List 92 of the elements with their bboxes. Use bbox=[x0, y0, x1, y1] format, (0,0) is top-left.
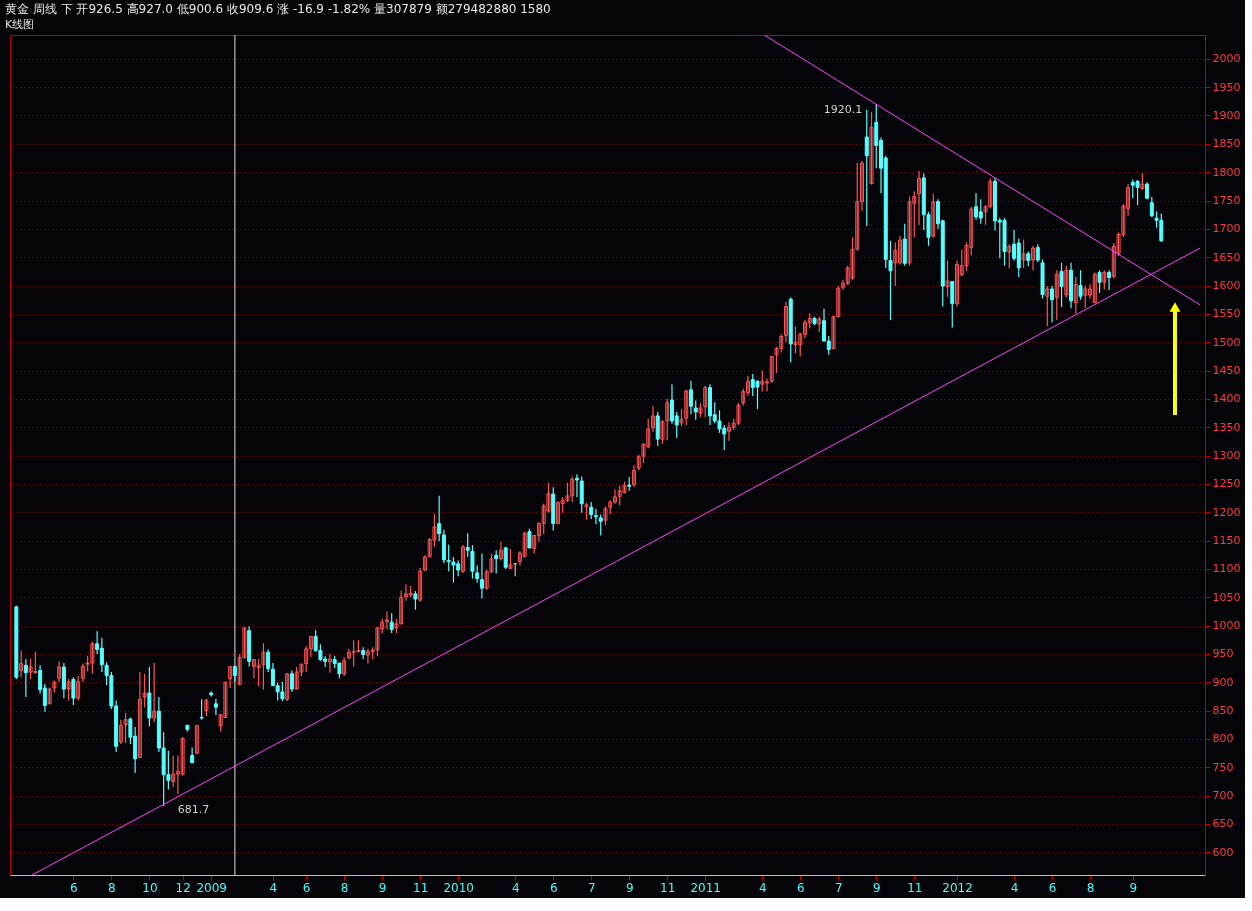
y-tick-label: 1650 bbox=[1212, 250, 1241, 264]
candlestick bbox=[945, 259, 950, 298]
annotation: 681.7 bbox=[177, 803, 210, 817]
y-tick-label: 950 bbox=[1212, 647, 1234, 661]
candlestick bbox=[470, 544, 475, 580]
x-tick-label: 4 bbox=[758, 880, 767, 895]
y-tick-label: 650 bbox=[1212, 817, 1234, 831]
x-tick-label: 2012 bbox=[942, 880, 973, 895]
candlestick bbox=[869, 111, 874, 186]
candlestick bbox=[1135, 179, 1140, 206]
candlestick bbox=[508, 548, 513, 569]
y-tick-label: 1550 bbox=[1212, 307, 1241, 321]
y-tick-label: 1300 bbox=[1212, 449, 1241, 463]
x-tick-label: 6 bbox=[70, 880, 78, 895]
x-tick-label: 2011 bbox=[690, 880, 722, 895]
x-tick-label: 6 bbox=[302, 880, 311, 895]
candlestick bbox=[527, 528, 532, 549]
y-tick-label: 1050 bbox=[1212, 590, 1241, 604]
x-tick-label: 4 bbox=[511, 880, 520, 895]
candlestick bbox=[603, 505, 608, 526]
y-tick-label: 1000 bbox=[1212, 619, 1241, 633]
chart-title: 黄金 周线 下 开926.5 高927.0 低900.6 收909.6 涨 -16.9 -1.82% 量307879 额279482880 1580 bbox=[5, 1, 551, 16]
x-tick-label: 6 bbox=[1048, 880, 1057, 895]
y-tick-label: 1600 bbox=[1212, 279, 1241, 293]
x-tick-label: 6 bbox=[549, 880, 558, 895]
x-tick-label: 4 bbox=[1010, 880, 1019, 895]
candlestick bbox=[1040, 258, 1045, 300]
annotation: 1920.1 bbox=[823, 103, 863, 117]
x-tick-label: 9 bbox=[1129, 880, 1138, 895]
x-tick-label: 9 bbox=[872, 880, 881, 895]
candlestick bbox=[1002, 217, 1007, 267]
y-tick-label: 750 bbox=[1212, 760, 1234, 774]
x-tick-label: 6 bbox=[796, 880, 805, 895]
candlestick bbox=[693, 399, 698, 421]
y-tick-label: 1750 bbox=[1212, 194, 1241, 208]
y-tick-label: 1800 bbox=[1212, 165, 1241, 179]
y-tick-label: 1900 bbox=[1212, 108, 1241, 122]
x-tick-label: 12 bbox=[175, 880, 191, 895]
y-tick-label: 1700 bbox=[1212, 222, 1241, 236]
candlestick bbox=[413, 590, 418, 611]
candlestick bbox=[1097, 269, 1102, 294]
x-tick-label: 10 bbox=[142, 880, 158, 895]
candlestick bbox=[793, 325, 798, 355]
candlestick bbox=[123, 712, 128, 744]
candlestick bbox=[1021, 239, 1026, 269]
y-tick-label: 1100 bbox=[1212, 562, 1241, 576]
y-tick-label: 1850 bbox=[1212, 137, 1241, 151]
x-tick-label: 8 bbox=[340, 880, 349, 895]
y-tick-label: 700 bbox=[1212, 789, 1234, 803]
x-tick-label: 8 bbox=[108, 880, 116, 895]
candlestick bbox=[565, 482, 570, 503]
candlestick bbox=[280, 681, 285, 702]
x-tick-label: 8 bbox=[1086, 880, 1095, 895]
y-tick-label: 800 bbox=[1212, 732, 1234, 746]
candlestick bbox=[199, 698, 204, 721]
candlestick bbox=[66, 678, 71, 702]
x-tick-label: 7 bbox=[587, 880, 596, 895]
y-tick-label: 850 bbox=[1212, 704, 1234, 718]
y-tick-label: 2000 bbox=[1212, 52, 1241, 66]
y-tick-label: 600 bbox=[1212, 845, 1234, 859]
y-tick-label: 1500 bbox=[1212, 335, 1241, 349]
candlestick bbox=[907, 195, 912, 267]
candlestick bbox=[1078, 269, 1083, 301]
x-tick-label: 11 bbox=[907, 880, 923, 895]
y-tick-label: 1400 bbox=[1212, 392, 1241, 406]
candlestick bbox=[755, 379, 760, 410]
y-tick-label: 900 bbox=[1212, 675, 1234, 689]
candlestick bbox=[147, 666, 152, 728]
candlestick bbox=[261, 642, 266, 691]
y-tick-label: 1150 bbox=[1212, 534, 1241, 548]
candlestick bbox=[736, 402, 741, 426]
x-tick-label: 2010 bbox=[443, 880, 474, 895]
candlestick bbox=[14, 605, 19, 680]
candlestick bbox=[888, 240, 893, 321]
chart-subtitle: K线图 bbox=[5, 17, 35, 31]
x-tick-label: 9 bbox=[625, 880, 634, 895]
x-tick-label: 7 bbox=[834, 880, 843, 895]
x-tick-label: 9 bbox=[378, 880, 387, 895]
y-tick-label: 1250 bbox=[1212, 477, 1241, 491]
x-tick-label: 11 bbox=[660, 880, 676, 895]
x-tick-label: 4 bbox=[269, 880, 278, 895]
candlestick bbox=[1059, 262, 1064, 308]
candlestick bbox=[717, 409, 722, 434]
candlestick bbox=[71, 676, 76, 706]
y-tick-label: 1350 bbox=[1212, 420, 1241, 434]
y-tick-label: 1950 bbox=[1212, 80, 1241, 94]
x-tick-label: 2009 bbox=[196, 880, 227, 895]
y-tick-label: 1450 bbox=[1212, 364, 1241, 378]
candlestick bbox=[451, 556, 456, 584]
x-tick-label: 11 bbox=[413, 880, 429, 895]
y-tick-label: 1200 bbox=[1212, 505, 1241, 519]
candlestick bbox=[375, 626, 380, 657]
